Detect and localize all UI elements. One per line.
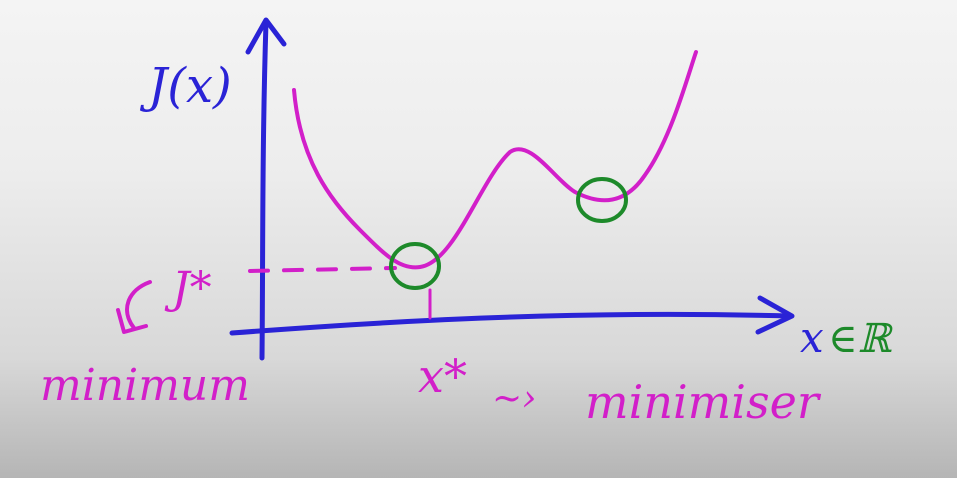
curly-arrow-head xyxy=(116,308,148,334)
y-axis-label: J(x) xyxy=(139,58,232,114)
optimal-value-label: J* xyxy=(164,263,212,314)
x-axis-variable-label: x xyxy=(800,313,824,362)
local-minimum-circle xyxy=(576,177,628,223)
minimiser-word: minimiser xyxy=(585,375,822,429)
function-curve xyxy=(292,50,698,270)
minimum-guide-line xyxy=(248,266,397,273)
y-axis-arrowhead xyxy=(245,17,287,55)
axes xyxy=(229,17,795,361)
curly-arrow xyxy=(125,280,152,330)
global-minimum-circle xyxy=(389,242,441,290)
x-axis-arrowhead xyxy=(755,295,795,335)
minimum-word: minimum xyxy=(40,360,250,411)
minimizer-label: x* xyxy=(418,349,467,403)
y-axis xyxy=(259,19,269,361)
tilde-arrow: ~› xyxy=(492,378,537,419)
x-axis xyxy=(229,311,793,336)
x-axis-set-label: ∈ℝ xyxy=(828,316,894,362)
